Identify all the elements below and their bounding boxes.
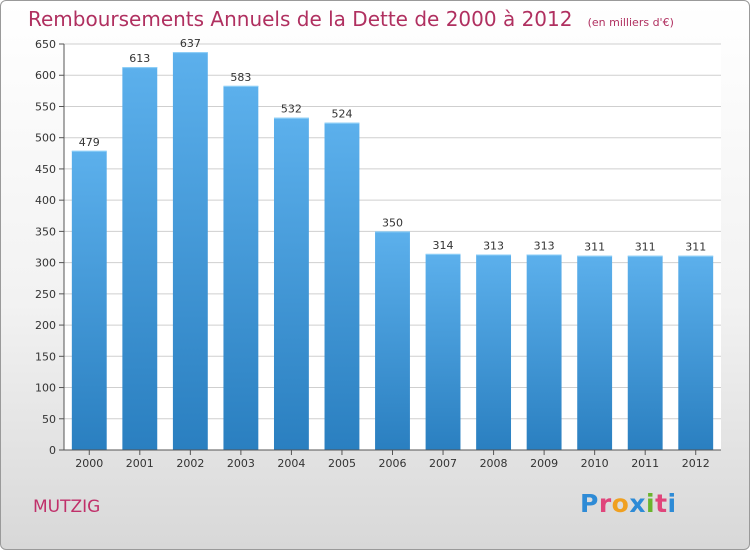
y-tick-label: 50 [42, 413, 56, 426]
bars [71, 52, 714, 451]
x-tick-label-2010: 2010 [581, 457, 609, 470]
y-tick-label: 100 [35, 382, 56, 395]
logo-letter: r [598, 489, 612, 518]
bar-2000 [71, 150, 107, 450]
bar-2002 [172, 52, 208, 451]
value-label-2006: 350 [382, 216, 403, 229]
value-label-2005: 524 [331, 108, 352, 121]
x-tick-label-2004: 2004 [277, 457, 305, 470]
logo-letter: t [655, 489, 668, 518]
x-tick-label-2011: 2011 [631, 457, 659, 470]
commune-name: MUTZIG [33, 497, 101, 517]
y-tick-label: 300 [35, 257, 56, 270]
chart-title: Remboursements Annuels de la Dette de 20… [28, 7, 573, 31]
value-label-2008: 313 [483, 239, 504, 252]
axes: 0 50 100 150 200 250 300 350 400 450 500 550 600 650 2… [35, 38, 721, 470]
value-label-2001: 613 [129, 52, 150, 65]
bar-2001 [122, 67, 158, 450]
y-tick-label: 650 [35, 38, 56, 51]
y-tick-label: 200 [35, 319, 56, 332]
value-label-2007: 314 [433, 239, 454, 252]
y-tick-label: 600 [35, 69, 56, 82]
x-tick-label-2007: 2007 [429, 457, 457, 470]
y-tick-label: 500 [35, 132, 56, 145]
bar-2009 [526, 254, 562, 450]
bar-2003 [223, 85, 259, 450]
value-label-2012: 311 [685, 241, 706, 254]
y-tick-label: 0 [49, 444, 56, 457]
bar-2007 [425, 253, 461, 450]
value-label-2011: 311 [635, 241, 656, 254]
logo-letter: x [629, 489, 646, 518]
value-label-2010: 311 [584, 241, 605, 254]
bar-2010 [577, 255, 613, 450]
x-tick-label-2012: 2012 [682, 457, 710, 470]
logo-letter: i [646, 489, 656, 518]
value-label-2002: 637 [180, 37, 201, 50]
bar-2004 [273, 117, 309, 450]
y-tick-label: 250 [35, 288, 56, 301]
x-tick-label-2006: 2006 [379, 457, 407, 470]
bar-2011 [627, 255, 663, 450]
x-tick-label-2001: 2001 [126, 457, 154, 470]
x-tick-label-2009: 2009 [530, 457, 558, 470]
y-tick-label: 450 [35, 163, 56, 176]
value-label-2003: 583 [230, 71, 251, 84]
x-tick-label-2002: 2002 [176, 457, 204, 470]
proxiti-logo: Proxiti [580, 489, 677, 518]
x-tick-label-2005: 2005 [328, 457, 356, 470]
value-label-2004: 532 [281, 103, 302, 116]
logo-letter: P [580, 489, 599, 518]
x-tick-label-2000: 2000 [75, 457, 103, 470]
logo-letter: o [611, 489, 630, 518]
value-labels: 479 613 637 583 532 524 350 314 313 313 311 311 311 [79, 37, 706, 254]
bar-2008 [476, 254, 512, 450]
chart-unit: (en milliers d'€) [587, 16, 674, 29]
x-tick-label-2003: 2003 [227, 457, 255, 470]
x-tick-label-2008: 2008 [480, 457, 508, 470]
value-label-2009: 313 [534, 239, 555, 252]
y-tick-label: 150 [35, 350, 56, 363]
bar-2005 [324, 122, 360, 450]
bar-2006 [375, 231, 410, 450]
title-block: Remboursements Annuels de la Dette de 20… [28, 7, 674, 31]
bar-2012 [678, 255, 714, 450]
y-tick-label: 550 [35, 100, 56, 113]
logo-letter: i [667, 489, 677, 518]
y-tick-label: 350 [35, 225, 56, 238]
value-label-2000: 479 [79, 136, 100, 149]
y-tick-label: 400 [35, 194, 56, 207]
